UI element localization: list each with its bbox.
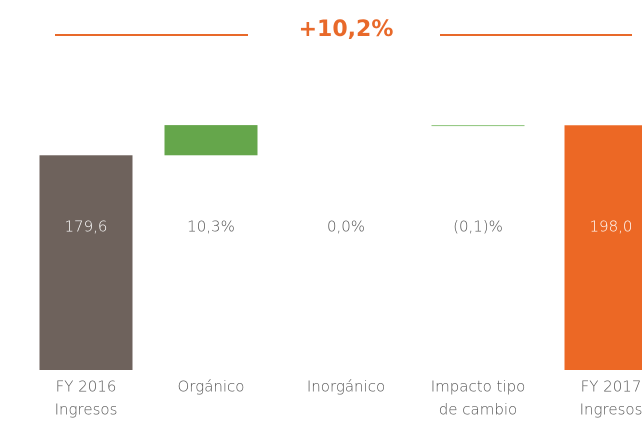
x-tick-label: Ingresos <box>55 401 118 419</box>
x-tick-label: Orgánico <box>177 378 244 396</box>
step-bar <box>431 125 525 127</box>
x-tick-label: Impacto tipo <box>431 378 526 396</box>
step-bar <box>164 125 258 156</box>
value-label: 198,0 <box>590 218 633 236</box>
x-tick-label: de cambio <box>439 401 517 419</box>
chart-title: +10,2% <box>299 17 394 42</box>
value-label: (0,1)% <box>453 218 503 236</box>
value-label: 179,6 <box>65 218 108 236</box>
x-tick-label: Inorgánico <box>307 378 385 396</box>
value-label: 10,3% <box>187 218 235 236</box>
total-bar <box>39 155 133 370</box>
total-bar <box>564 125 642 371</box>
value-label: 0,0% <box>327 218 365 236</box>
x-tick-label: Ingresos <box>580 401 642 419</box>
x-tick-label: FY 2017 <box>581 378 642 396</box>
x-tick-label: FY 2016 <box>56 378 117 396</box>
